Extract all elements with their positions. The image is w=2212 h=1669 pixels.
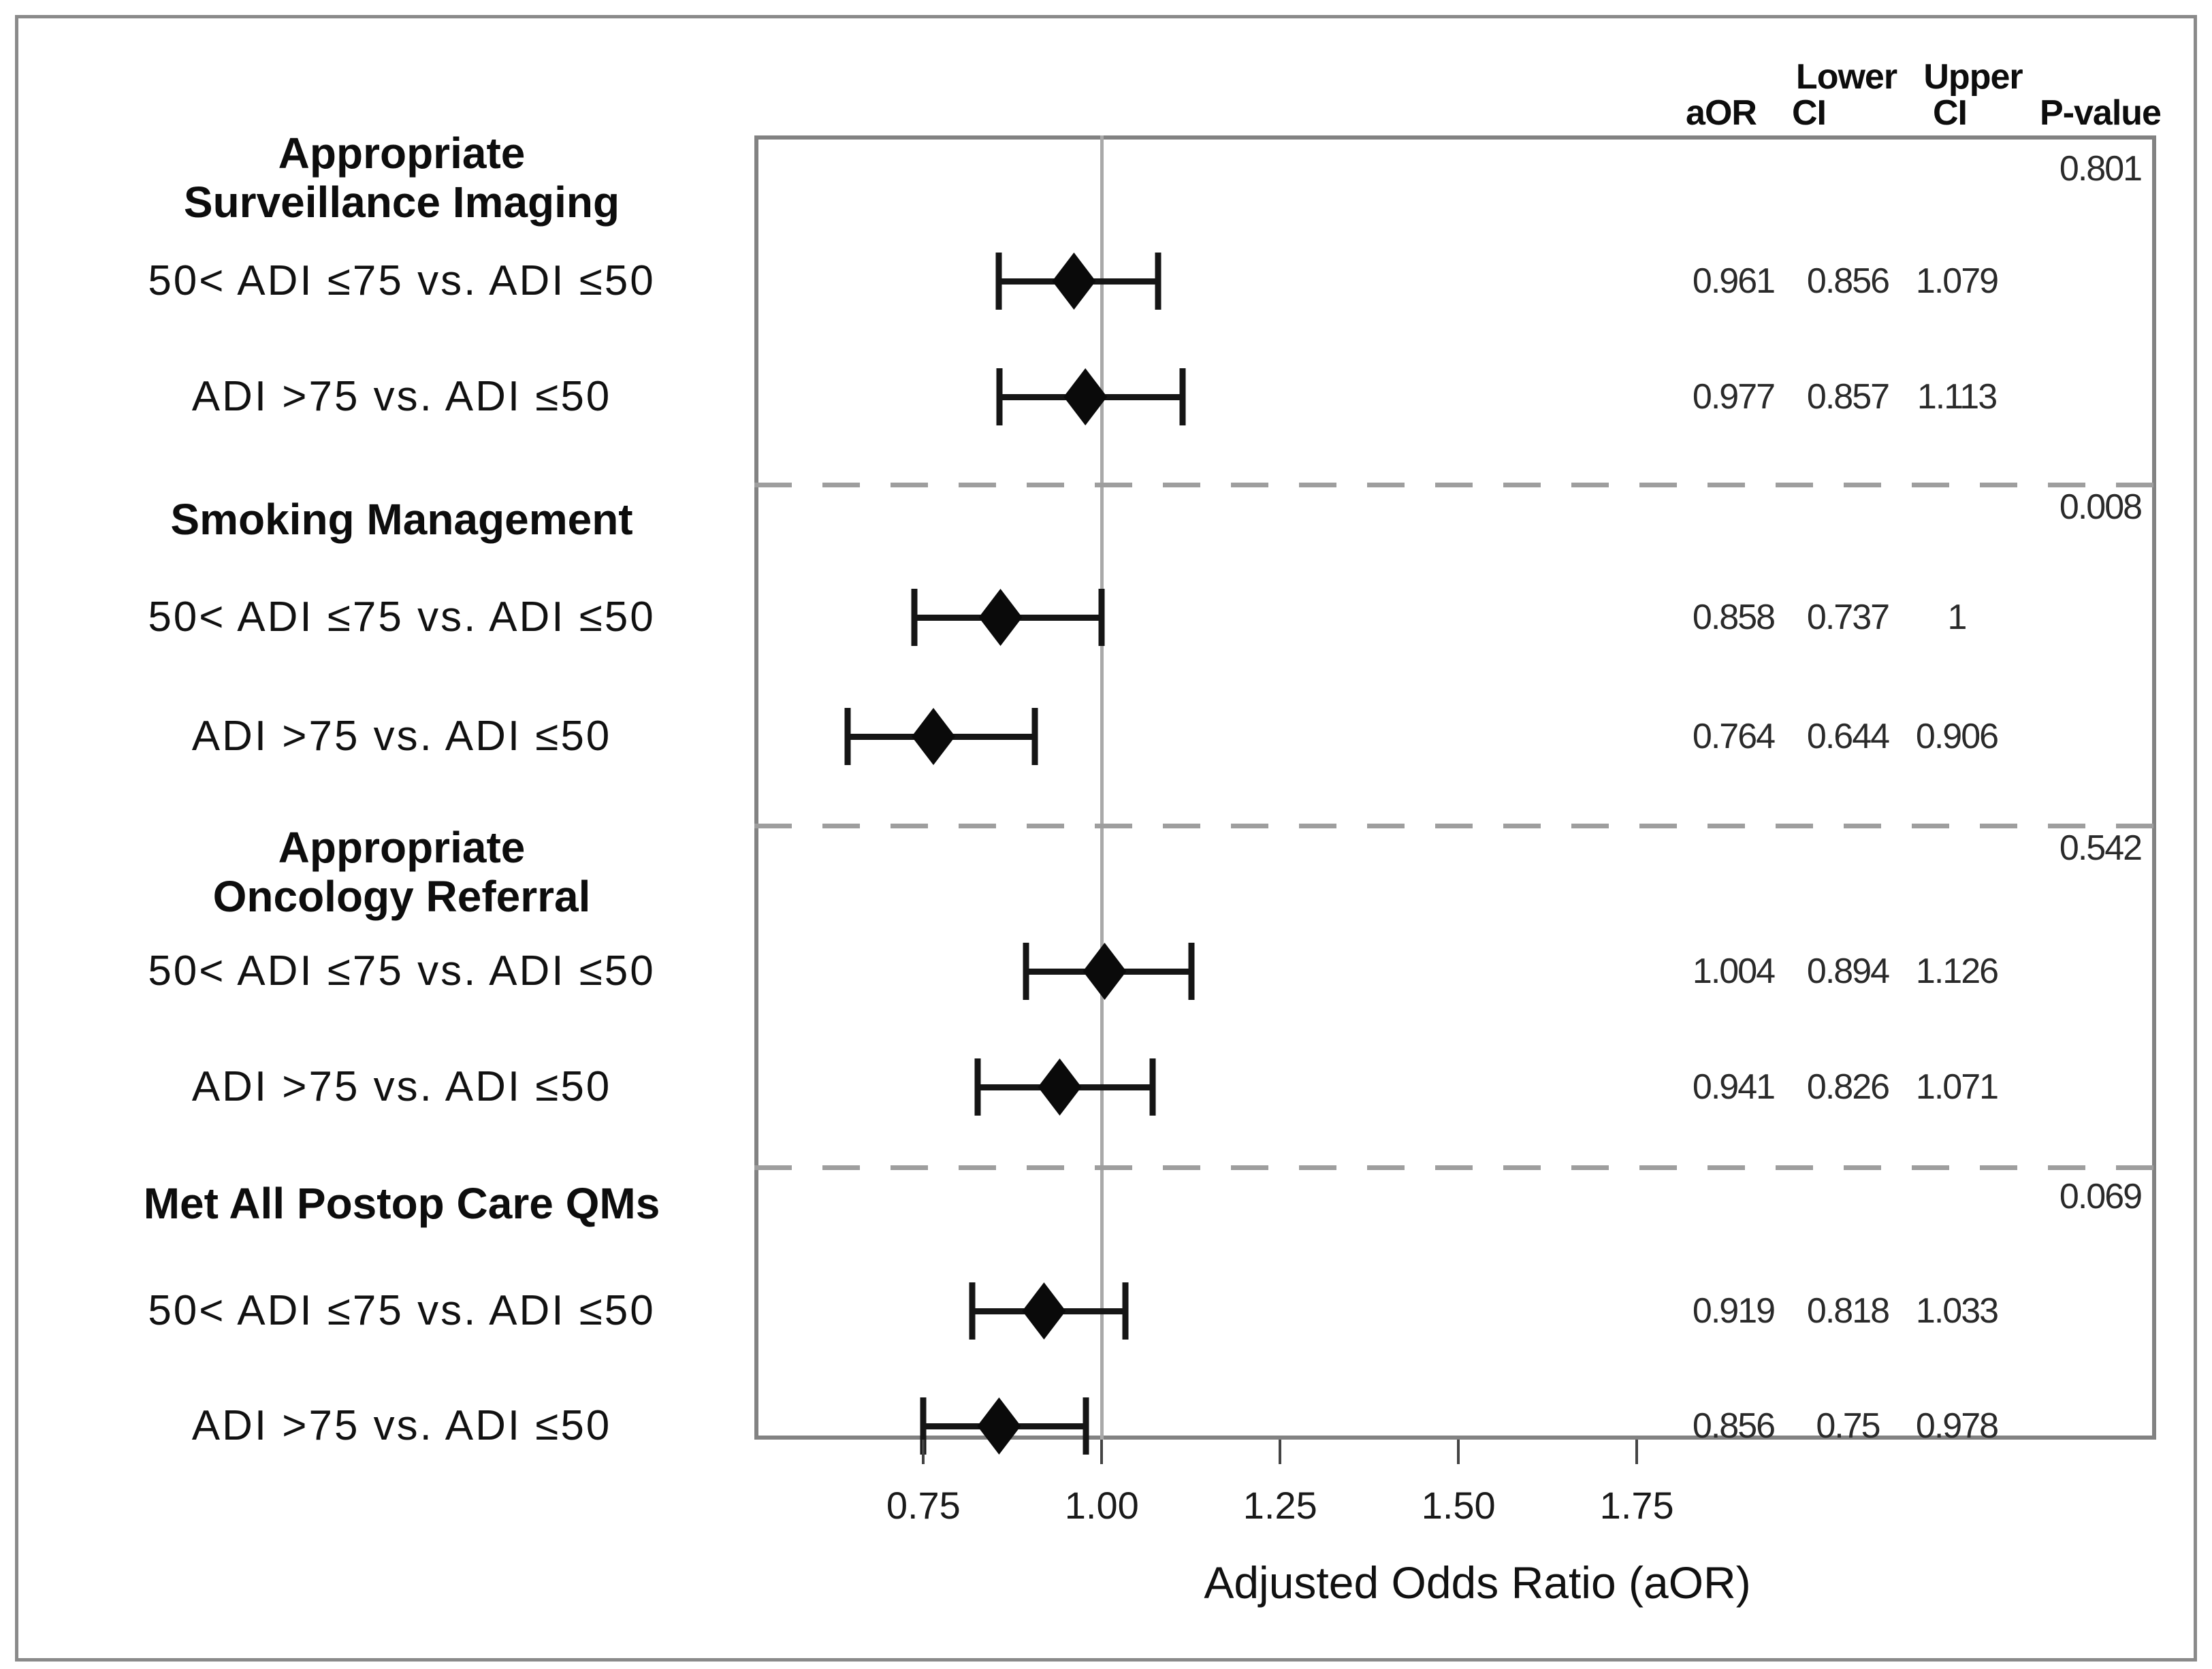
ci-cap-left xyxy=(911,589,918,646)
lower-ci-value: 0.856 xyxy=(1806,261,1890,301)
lower-ci-value: 0.826 xyxy=(1806,1067,1890,1107)
ci-cap-right xyxy=(1149,1058,1156,1116)
row-label: ADI >75 vs. ADI ≤50 xyxy=(191,1063,612,1110)
x-tick-label: 1.75 xyxy=(1599,1484,1674,1527)
col-header-lower-ci: CI xyxy=(1792,93,1827,133)
row-label: 50< ADI ≤75 vs. ADI ≤50 xyxy=(148,257,656,304)
upper-ci-value: 1.126 xyxy=(1915,952,1999,991)
aor-value: 0.977 xyxy=(1692,377,1776,417)
lower-ci-value: 0.857 xyxy=(1806,377,1890,417)
upper-ci-value: 0.906 xyxy=(1915,717,1999,756)
ci-cap-right xyxy=(1122,1282,1129,1340)
group-title: Met All Postop Care QMs xyxy=(143,1179,660,1228)
aor-value: 1.004 xyxy=(1692,952,1776,991)
upper-ci-value: 0.978 xyxy=(1915,1406,1999,1446)
ci-cap-right xyxy=(1031,708,1038,765)
ci-cap-left xyxy=(974,1058,981,1116)
group-title: Smoking Management xyxy=(170,495,633,544)
ci-cap-left xyxy=(996,368,1003,425)
ci-cap-left xyxy=(969,1282,976,1340)
x-axis-title: Adjusted Odds Ratio (aOR) xyxy=(1204,1557,1751,1608)
col-header-p-value: P-value xyxy=(2040,93,2162,133)
ci-cap-right xyxy=(1188,943,1195,1000)
p-value: 0.008 xyxy=(2059,487,2143,527)
ci-cap-left xyxy=(995,253,1002,310)
col-header-lower: Lower xyxy=(1795,57,1897,97)
ci-cap-left xyxy=(920,1397,927,1455)
row-label: 50< ADI ≤75 vs. ADI ≤50 xyxy=(148,594,656,641)
x-tick xyxy=(1100,1440,1104,1464)
ci-cap-right xyxy=(1098,589,1105,646)
col-header-upper-ci: CI xyxy=(1933,93,1968,133)
group-title: Appropriate xyxy=(278,823,526,872)
aor-value: 0.856 xyxy=(1692,1406,1776,1446)
x-tick xyxy=(1457,1440,1460,1464)
dashed-separator xyxy=(754,823,2156,828)
upper-ci-value: 1.113 xyxy=(1917,377,1998,417)
group-title: Surveillance Imaging xyxy=(183,178,620,227)
x-tick-label: 1.25 xyxy=(1243,1484,1317,1527)
x-tick xyxy=(922,1440,925,1464)
lower-ci-value: 0.75 xyxy=(1816,1406,1880,1446)
lower-ci-value: 0.737 xyxy=(1806,598,1890,637)
ci-cap-right xyxy=(1155,253,1161,310)
ci-cap-right xyxy=(1083,1397,1089,1455)
lower-ci-value: 0.818 xyxy=(1806,1291,1890,1331)
x-tick-label: 1.00 xyxy=(1064,1484,1139,1527)
row-label: 50< ADI ≤75 vs. ADI ≤50 xyxy=(148,1287,656,1334)
lower-ci-value: 0.894 xyxy=(1806,952,1890,991)
aor-value: 0.941 xyxy=(1692,1067,1776,1107)
ci-cap-left xyxy=(844,708,851,765)
group-title: Oncology Referral xyxy=(212,872,591,921)
aor-value: 0.961 xyxy=(1692,261,1776,301)
p-value: 0.542 xyxy=(2059,828,2143,868)
row-label: ADI >75 vs. ADI ≤50 xyxy=(191,713,612,760)
p-value: 0.069 xyxy=(2059,1177,2143,1216)
ci-cap-right xyxy=(1179,368,1186,425)
p-value: 0.801 xyxy=(2059,149,2143,189)
upper-ci-value: 1 xyxy=(1947,598,1968,637)
group-title: Appropriate xyxy=(278,129,526,178)
row-label: ADI >75 vs. ADI ≤50 xyxy=(191,1402,612,1449)
col-header-upper: Upper xyxy=(1923,57,2023,97)
x-tick xyxy=(1279,1440,1282,1464)
plot-area xyxy=(754,135,2156,1440)
x-tick-label: 1.50 xyxy=(1421,1484,1496,1527)
lower-ci-value: 0.644 xyxy=(1806,717,1890,756)
aor-value: 0.919 xyxy=(1692,1291,1776,1331)
x-tick xyxy=(1635,1440,1639,1464)
row-label: 50< ADI ≤75 vs. ADI ≤50 xyxy=(148,947,656,994)
aor-value: 0.764 xyxy=(1692,717,1776,756)
dashed-separator xyxy=(754,1165,2156,1170)
figure-outer-border xyxy=(15,15,2197,1662)
dashed-separator xyxy=(754,482,2156,487)
ci-cap-left xyxy=(1023,943,1029,1000)
upper-ci-value: 1.071 xyxy=(1915,1067,1999,1107)
row-label: ADI >75 vs. ADI ≤50 xyxy=(191,373,612,420)
upper-ci-value: 1.079 xyxy=(1915,261,1999,301)
x-tick-label: 0.75 xyxy=(886,1484,961,1527)
aor-value: 0.858 xyxy=(1692,598,1776,637)
upper-ci-value: 1.033 xyxy=(1915,1291,1999,1331)
col-header-aor: aOR xyxy=(1686,93,1757,133)
reference-line xyxy=(1100,135,1104,1440)
